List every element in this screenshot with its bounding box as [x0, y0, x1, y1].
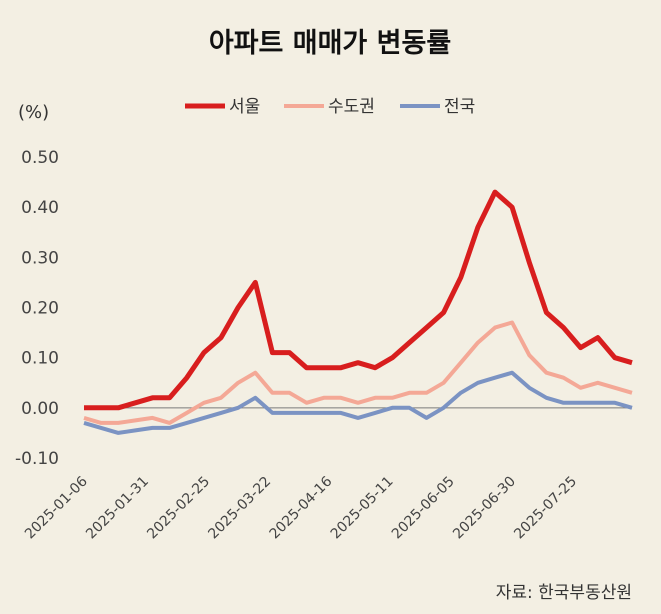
series-line-수도권: [83, 320, 633, 425]
series-lines: [83, 189, 633, 435]
legend-label: 서울: [229, 97, 260, 117]
y-tick-label: 0.10: [21, 349, 59, 369]
x-tick-label: 2025-02-25: [144, 474, 213, 543]
x-tick-label: 2025-06-30: [450, 474, 519, 543]
x-tick-label: 2025-03-22: [205, 474, 274, 543]
legend-label: 전국: [444, 97, 475, 117]
x-tick-label: 2025-05-11: [328, 474, 397, 543]
x-tick-label: 2025-01-06: [22, 473, 91, 542]
y-tick-label: 0.00: [21, 399, 59, 419]
y-tick-label: 0.50: [21, 148, 59, 168]
x-tick-label: 2025-01-31: [83, 474, 152, 543]
source-note: 자료: 한국부동산원: [496, 583, 632, 603]
y-axis-ticks: 0.50 0.40 0.30 0.20 0.10 0.00 -0.10: [15, 148, 59, 469]
legend: 서울 수도권 전국: [185, 97, 475, 117]
chart-title: 아파트 매매가 변동률: [209, 28, 451, 59]
y-unit-label: (%): [18, 102, 49, 123]
y-tick-label: -0.10: [15, 449, 59, 469]
legend-label: 수도권: [328, 97, 375, 117]
series-line-전국: [83, 370, 633, 435]
x-tick-label: 2025-04-16: [267, 473, 336, 542]
series-line-서울: [84, 189, 633, 411]
y-tick-label: 0.20: [21, 299, 59, 319]
y-tick-label: 0.40: [21, 198, 59, 218]
y-tick-label: 0.30: [21, 248, 59, 268]
x-tick-label: 2025-06-05: [389, 474, 458, 543]
x-tick-label: 2025-07-25: [511, 474, 580, 543]
x-axis-ticks: 2025-01-062025-01-312025-02-252025-03-22…: [22, 473, 580, 542]
